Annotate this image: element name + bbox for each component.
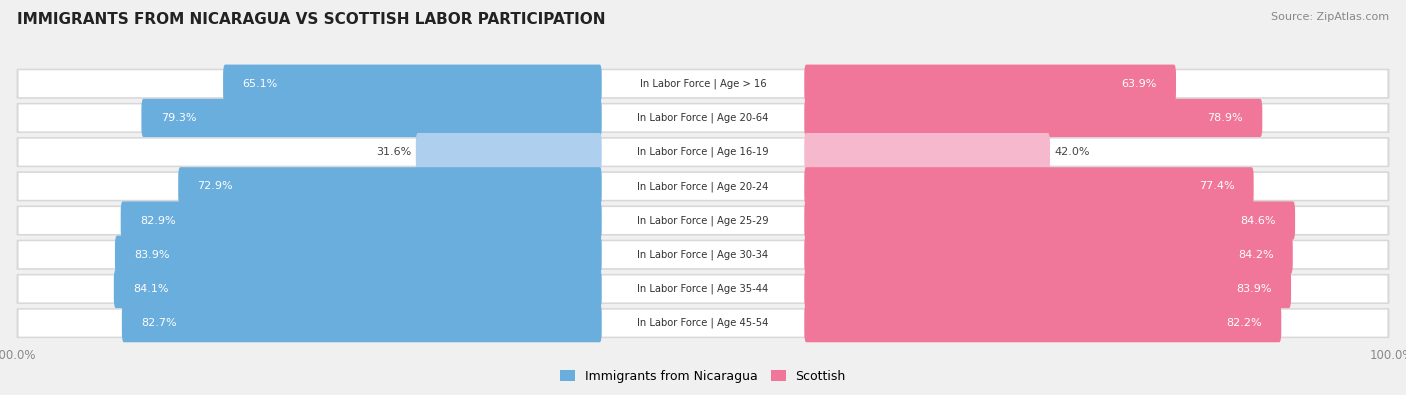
FancyBboxPatch shape	[121, 201, 602, 240]
Text: 72.9%: 72.9%	[197, 181, 233, 191]
FancyBboxPatch shape	[179, 167, 602, 205]
Text: In Labor Force | Age 20-24: In Labor Force | Age 20-24	[637, 181, 769, 192]
Text: 65.1%: 65.1%	[242, 79, 277, 89]
FancyBboxPatch shape	[17, 70, 1389, 98]
Legend: Immigrants from Nicaragua, Scottish: Immigrants from Nicaragua, Scottish	[555, 365, 851, 388]
FancyBboxPatch shape	[18, 139, 1388, 166]
Text: 63.9%: 63.9%	[1122, 79, 1157, 89]
FancyBboxPatch shape	[224, 64, 602, 103]
Text: 84.1%: 84.1%	[134, 284, 169, 294]
FancyBboxPatch shape	[18, 310, 1388, 337]
FancyBboxPatch shape	[416, 133, 602, 171]
Text: IMMIGRANTS FROM NICARAGUA VS SCOTTISH LABOR PARTICIPATION: IMMIGRANTS FROM NICARAGUA VS SCOTTISH LA…	[17, 12, 606, 27]
Text: 84.2%: 84.2%	[1237, 250, 1274, 260]
FancyBboxPatch shape	[804, 133, 1050, 171]
Text: 83.9%: 83.9%	[1236, 284, 1272, 294]
FancyBboxPatch shape	[18, 241, 1388, 268]
Text: 79.3%: 79.3%	[160, 113, 197, 123]
FancyBboxPatch shape	[17, 104, 1389, 132]
FancyBboxPatch shape	[17, 138, 1389, 166]
FancyBboxPatch shape	[804, 304, 1281, 342]
FancyBboxPatch shape	[804, 270, 1291, 308]
FancyBboxPatch shape	[804, 235, 1292, 274]
FancyBboxPatch shape	[804, 99, 1263, 137]
Text: Source: ZipAtlas.com: Source: ZipAtlas.com	[1271, 12, 1389, 22]
FancyBboxPatch shape	[115, 235, 602, 274]
Text: In Labor Force | Age 16-19: In Labor Force | Age 16-19	[637, 147, 769, 157]
Text: In Labor Force | Age 25-29: In Labor Force | Age 25-29	[637, 215, 769, 226]
Text: 82.2%: 82.2%	[1226, 318, 1263, 328]
Text: 77.4%: 77.4%	[1199, 181, 1234, 191]
FancyBboxPatch shape	[18, 207, 1388, 234]
FancyBboxPatch shape	[114, 270, 602, 308]
Text: In Labor Force | Age > 16: In Labor Force | Age > 16	[640, 79, 766, 89]
FancyBboxPatch shape	[17, 172, 1389, 201]
Text: 83.9%: 83.9%	[134, 250, 170, 260]
FancyBboxPatch shape	[142, 99, 602, 137]
Text: 78.9%: 78.9%	[1208, 113, 1243, 123]
Text: 31.6%: 31.6%	[375, 147, 411, 157]
Text: 82.7%: 82.7%	[141, 318, 177, 328]
FancyBboxPatch shape	[17, 309, 1389, 337]
FancyBboxPatch shape	[18, 276, 1388, 302]
FancyBboxPatch shape	[804, 201, 1295, 240]
Text: In Labor Force | Age 20-64: In Labor Force | Age 20-64	[637, 113, 769, 123]
Text: 42.0%: 42.0%	[1054, 147, 1090, 157]
FancyBboxPatch shape	[18, 70, 1388, 97]
FancyBboxPatch shape	[17, 206, 1389, 235]
Text: In Labor Force | Age 45-54: In Labor Force | Age 45-54	[637, 318, 769, 328]
Text: 84.6%: 84.6%	[1240, 216, 1275, 226]
Text: In Labor Force | Age 35-44: In Labor Force | Age 35-44	[637, 284, 769, 294]
FancyBboxPatch shape	[122, 304, 602, 342]
FancyBboxPatch shape	[18, 173, 1388, 200]
FancyBboxPatch shape	[804, 167, 1254, 205]
FancyBboxPatch shape	[17, 241, 1389, 269]
Text: In Labor Force | Age 30-34: In Labor Force | Age 30-34	[637, 250, 769, 260]
FancyBboxPatch shape	[17, 275, 1389, 303]
FancyBboxPatch shape	[804, 64, 1175, 103]
FancyBboxPatch shape	[18, 105, 1388, 131]
Text: 82.9%: 82.9%	[141, 216, 176, 226]
